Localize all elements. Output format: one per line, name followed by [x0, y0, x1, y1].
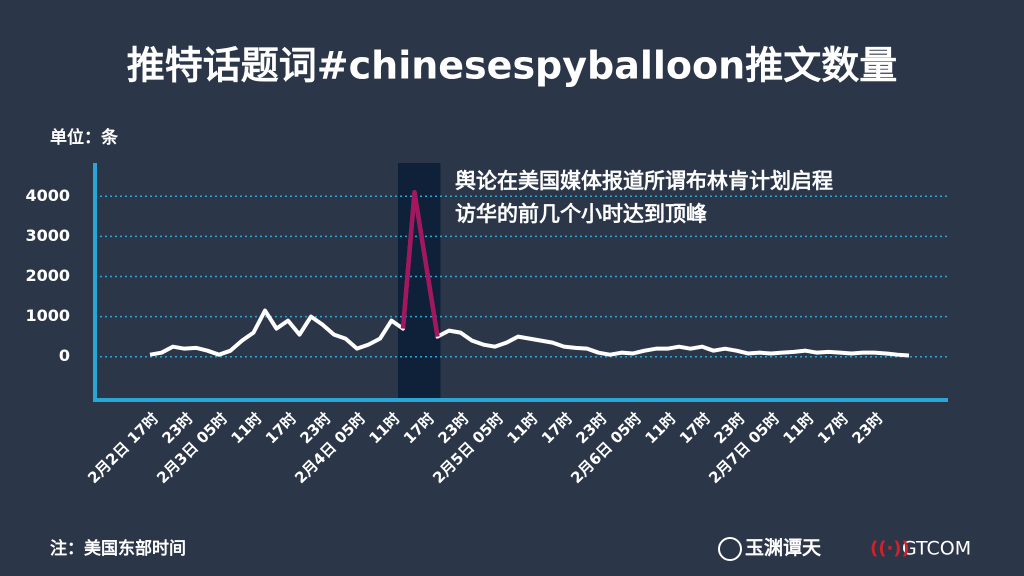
note: 注：美国东部时间 — [50, 538, 186, 559]
chart-title: 推特话题词#chinesespyballoon推文数量 — [127, 44, 897, 88]
highlight-band — [398, 163, 441, 400]
line — [149, 190, 910, 358]
y-tick-label: 1000 — [25, 306, 70, 325]
y-tick-label: 3000 — [25, 226, 70, 245]
unit-label: 单位：条 — [50, 127, 119, 148]
y-tick-label: 0 — [59, 346, 70, 365]
logo: 玉渊谭天 — [745, 537, 822, 559]
y-tick-label: 2000 — [25, 266, 70, 285]
y-tick-label: 4000 — [25, 186, 70, 205]
highlight-line — [400, 190, 440, 337]
logo: GTCOM — [902, 538, 971, 560]
logo-icon: ((·)) — [870, 538, 910, 559]
logo-icon — [718, 537, 742, 561]
annotation: 舆论在美国媒体报道所谓布林肯计划启程 — [455, 169, 833, 193]
annotation: 访华的前几个小时达到顶峰 — [455, 202, 707, 226]
